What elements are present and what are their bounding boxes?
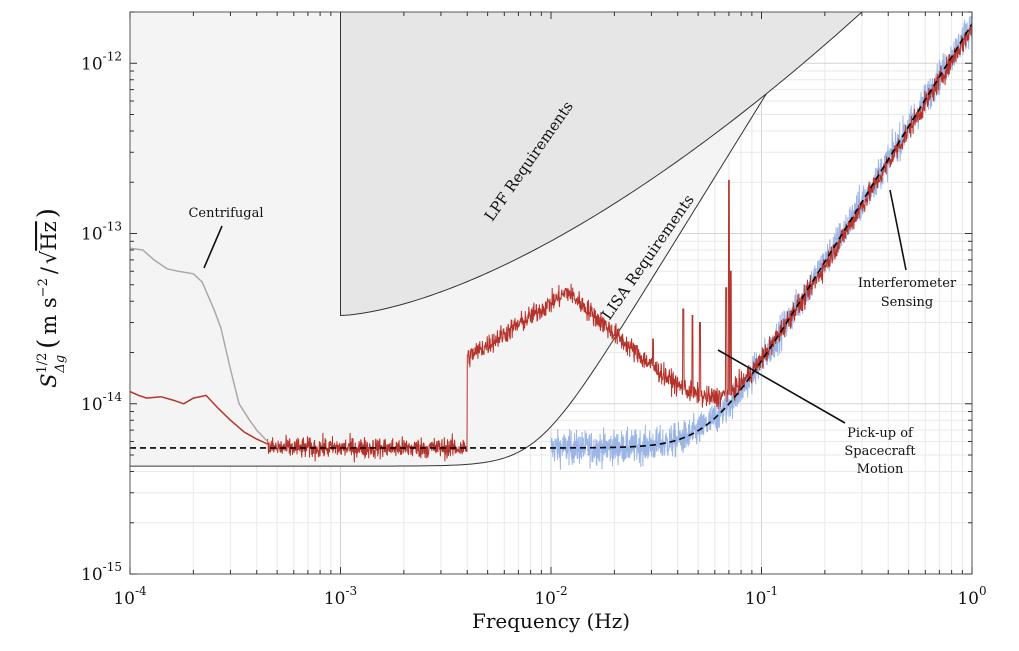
pickup-series (267, 18, 972, 463)
y-tick-label-base: 10 (81, 565, 103, 585)
y-axis-units-main: m s (37, 297, 61, 334)
x-tick-label: 10-2 (534, 584, 567, 609)
annotation-interferometer-text-2: Sensing (881, 295, 934, 310)
y-tick-label-exponent: -13 (103, 220, 122, 234)
y-axis-title: S1/2 Δg ( m s−2 / √Hz) (33, 208, 68, 388)
y-axis-units-root: √ (37, 250, 61, 264)
x-tick-label-base: 10 (534, 589, 556, 609)
model-curve (130, 23, 972, 449)
annotation-pickup-text-1: Pick-up of (847, 426, 914, 441)
y-axis-units-exponent: −2 (36, 278, 51, 297)
y-tick-label: 10-12 (81, 49, 122, 74)
x-tick-label: 10-1 (745, 584, 778, 609)
x-axis-title: Frequency (Hz) (472, 609, 630, 633)
data-series (130, 16, 972, 470)
x-tick-label-exponent: -3 (345, 584, 357, 598)
y-axis-symbol: S (37, 373, 61, 387)
x-tick-label-base: 10 (745, 589, 767, 609)
y-axis-units-hz: Hz (37, 221, 61, 250)
annotation-pickup-text-3: Motion (857, 462, 904, 477)
annotation-centrifugal: Centrifugal (188, 206, 264, 269)
requirement-regions (130, 12, 863, 467)
annotation-centrifugal-arrow (203, 225, 223, 269)
x-tick-label: 10-3 (324, 584, 357, 609)
y-tick-label-base: 10 (81, 395, 103, 415)
x-tick-label-base: 10 (113, 589, 135, 609)
y-tick-label-exponent: -12 (103, 49, 122, 63)
x-tick-label-exponent: -1 (766, 584, 778, 598)
y-tick-label: 10-15 (81, 560, 122, 585)
annotation-interferometer: Interferometer Sensing (858, 189, 957, 310)
annotation-pickup-text-2: Spacecraft (844, 444, 916, 459)
y-tick-label: 10-13 (81, 220, 122, 245)
x-tick-label-exponent: -2 (556, 584, 568, 598)
x-tick-label: 100 (957, 584, 986, 609)
x-tick-label-exponent: 0 (979, 584, 987, 598)
y-axis-title-text: S1/2 Δg ( m s−2 / √Hz) (33, 208, 68, 388)
model-curve-layer (130, 23, 972, 449)
y-tick-label-base: 10 (81, 54, 103, 74)
annotation-centrifugal-text: Centrifugal (188, 206, 263, 221)
annotation-interferometer-arrow (889, 189, 907, 271)
y-axis-units-open: ( (33, 339, 63, 349)
y-tick-label-exponent: -14 (103, 390, 123, 404)
y-tick-label-base: 10 (81, 225, 103, 245)
y-axis-superscript: 1/2 (35, 353, 50, 374)
y-axis-subscript: Δg (53, 355, 68, 374)
annotation-interferometer-text-1: Interferometer (858, 276, 957, 291)
low-frequency-series (130, 390, 268, 445)
y-axis-units-slash: / (37, 266, 61, 274)
centrifugal-series (130, 247, 269, 443)
y-axis-units-close: ) (33, 208, 63, 218)
x-tick-label: 10-4 (113, 584, 147, 609)
x-tick-label-base: 10 (957, 589, 979, 609)
x-tick-label-exponent: -4 (135, 584, 147, 598)
lpf-requirements-region (340, 12, 863, 316)
x-tick-label-base: 10 (324, 589, 346, 609)
y-tick-label: 10-14 (81, 390, 122, 415)
annotation-pickup-arrow (717, 349, 846, 424)
y-tick-label-exponent: -15 (103, 560, 122, 574)
annotation-pickup: Pick-up of Spacecraft Motion (717, 349, 916, 477)
